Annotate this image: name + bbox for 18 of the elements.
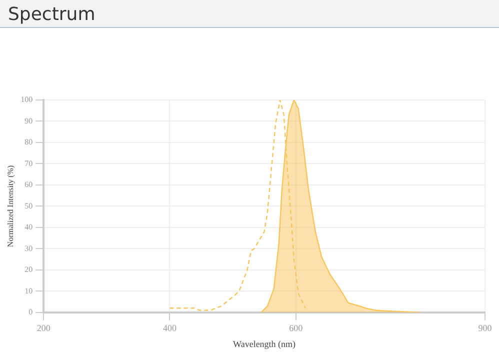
y-tick-label: 0 <box>28 307 33 316</box>
y-tick-label: 40 <box>24 222 33 232</box>
y-axis-title: Normalized Intensity (%) <box>6 164 15 248</box>
x-tick-label: 400 <box>162 323 177 334</box>
x-tick-label: 600 <box>289 323 304 334</box>
y-tick-label: 90 <box>24 116 33 126</box>
y-tick-label: 80 <box>24 138 33 147</box>
x-axis-title: Wavelength (nm) <box>233 338 296 349</box>
y-tick-label: 50 <box>24 201 33 210</box>
y-tick-label: 70 <box>24 158 33 168</box>
y-tick-label: 100 <box>20 95 33 104</box>
y-tick-label: 30 <box>24 244 33 253</box>
y-tick-label: 20 <box>24 265 33 274</box>
chart-title: Spectrum <box>0 0 499 28</box>
x-tick-label: 200 <box>36 323 51 334</box>
y-tick-label: 60 <box>24 180 33 190</box>
x-tick-label: 900 <box>478 323 492 334</box>
y-tick-label: 10 <box>24 286 33 296</box>
